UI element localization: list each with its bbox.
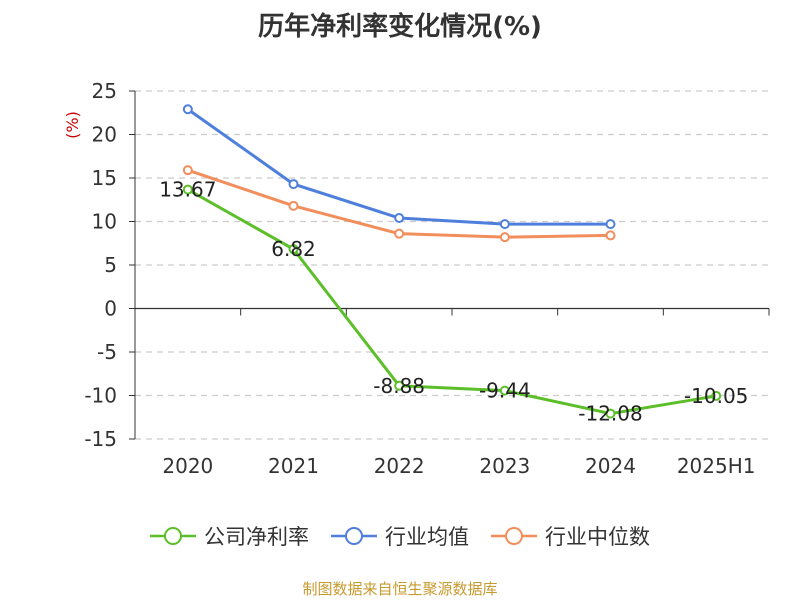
data-label: -9.44 [479, 379, 531, 403]
legend-swatch [331, 527, 377, 545]
data-point [605, 219, 616, 230]
x-tick-label: 2022 [374, 454, 425, 478]
y-tick-label: 5 [104, 253, 117, 277]
legend-label: 公司净利率 [204, 525, 309, 549]
x-tick-label: 2021 [268, 454, 319, 478]
y-tick-label: -15 [84, 427, 117, 451]
legend-swatch [150, 527, 196, 545]
source-footer: 制图数据来自恒生聚源数据库 [302, 580, 498, 598]
data-point [605, 408, 616, 419]
legend-item[interactable]: 行业均值 [331, 521, 469, 551]
x-tick-label: 2020 [162, 454, 213, 478]
data-point [182, 184, 193, 195]
y-tick-label: -5 [97, 340, 117, 364]
x-tick-label: 2025H1 [677, 454, 756, 478]
data-point [288, 244, 299, 255]
y-tick-label: 10 [92, 210, 117, 234]
series-line [187, 168, 611, 239]
series-line [187, 188, 717, 416]
x-tick-label: 2023 [479, 454, 530, 478]
y-tick-label: 0 [104, 297, 117, 321]
y-axis-label: (%) [63, 111, 82, 139]
x-tick-label: 2024 [585, 454, 636, 478]
legend-marker [505, 527, 523, 545]
data-point [711, 390, 722, 401]
series-line [186, 108, 611, 226]
chart-title: 历年净利率变化情况(%) [258, 12, 542, 42]
data-label: 6.82 [271, 237, 316, 261]
data-point [499, 385, 510, 396]
data-point [182, 165, 193, 176]
data-label: 13.67 [159, 178, 216, 202]
legend-item[interactable]: 公司净利率 [150, 521, 309, 551]
y-tick-label: -10 [84, 384, 117, 408]
legend: 公司净利率 行业均值 行业中位数 [0, 521, 800, 551]
y-tick-label: 25 [92, 79, 117, 103]
data-point [499, 232, 510, 243]
legend-marker [164, 527, 182, 545]
y-tick-label: 15 [92, 166, 117, 190]
data-point [288, 200, 299, 211]
data-point [499, 219, 510, 230]
data-point [605, 230, 616, 241]
data-point [288, 179, 299, 190]
data-label: -10.05 [684, 384, 748, 408]
data-point [394, 380, 405, 391]
legend-label: 行业中位数 [545, 525, 650, 549]
legend-marker [345, 527, 363, 545]
data-label: -8.88 [373, 374, 425, 398]
data-label: -12.08 [578, 402, 642, 426]
data-point [182, 104, 193, 115]
data-point [394, 213, 405, 224]
legend-label: 行业均值 [385, 525, 469, 549]
legend-item[interactable]: 行业中位数 [491, 521, 650, 551]
legend-swatch [491, 527, 537, 545]
y-tick-label: 20 [92, 123, 117, 147]
data-point [394, 228, 405, 239]
